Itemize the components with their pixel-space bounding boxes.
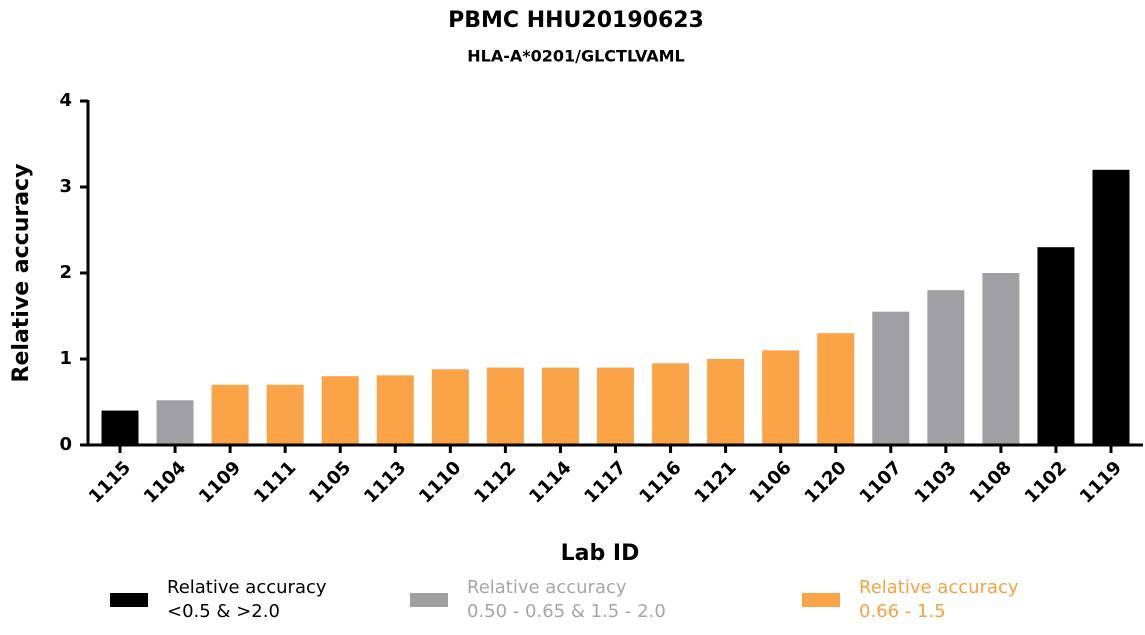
bar [982, 273, 1020, 445]
legend-label: 0.50 - 0.65 & 1.5 - 2.0 [467, 601, 666, 622]
x-tick-label: 1104 [140, 457, 190, 507]
y-tick-label: 4 [59, 90, 72, 111]
chart-subtitle: HLA-A*0201/GLCTLVAML [467, 47, 685, 66]
x-tick-label: 1106 [745, 457, 795, 507]
x-tick-label: 1111 [250, 457, 300, 507]
bar [431, 369, 469, 445]
x-tick-label: 1108 [966, 457, 1016, 507]
x-tick-label: 1107 [856, 457, 906, 507]
legend-label: Relative accuracy [467, 577, 627, 598]
bar [1037, 247, 1075, 445]
bar [321, 376, 359, 445]
chart-title: PBMC HHU20190623 [448, 8, 704, 33]
bar [156, 400, 194, 445]
x-tick-label: 1116 [635, 457, 685, 507]
legend-swatch [410, 593, 448, 607]
x-tick-label: 1114 [525, 457, 575, 507]
legend-label: <0.5 & >2.0 [167, 601, 280, 622]
x-tick-label: 1105 [305, 457, 355, 507]
bar [707, 359, 745, 445]
x-axis-label: Lab ID [561, 541, 640, 566]
bar [817, 333, 855, 445]
y-tick-label: 2 [59, 262, 72, 283]
y-tick-label: 3 [59, 176, 72, 197]
bar [211, 384, 249, 445]
x-tick-label: 1121 [690, 457, 740, 507]
legend-swatch [802, 593, 840, 607]
x-tick-label: 1103 [911, 457, 961, 507]
bar [1092, 169, 1130, 446]
x-tick-label: 1109 [195, 457, 245, 507]
bar [266, 384, 304, 445]
y-tick-label: 1 [59, 348, 72, 369]
bar [486, 367, 524, 445]
legend-label: Relative accuracy [167, 577, 327, 598]
x-tick-label: 1117 [580, 457, 630, 507]
bar [376, 375, 414, 445]
x-tick-label: 1120 [801, 457, 851, 507]
bar [927, 290, 965, 445]
legend-label: 0.66 - 1.5 [859, 601, 946, 622]
x-tick-label: 1115 [85, 457, 135, 507]
bar [597, 367, 634, 445]
x-tick-label: 1113 [360, 457, 410, 507]
legend-swatch [110, 593, 148, 607]
bar [652, 363, 690, 445]
bar [762, 350, 800, 445]
x-tick-label: 1110 [415, 457, 465, 507]
legend-label: Relative accuracy [859, 577, 1019, 598]
bar [541, 367, 579, 445]
x-tick-label: 1119 [1076, 457, 1126, 507]
y-axis-label: Relative accuracy [9, 164, 34, 383]
x-tick-label: 1102 [1021, 457, 1071, 507]
bar [101, 410, 139, 445]
x-tick-label: 1112 [470, 457, 520, 507]
bar [872, 311, 910, 445]
y-tick-label: 0 [59, 434, 72, 455]
